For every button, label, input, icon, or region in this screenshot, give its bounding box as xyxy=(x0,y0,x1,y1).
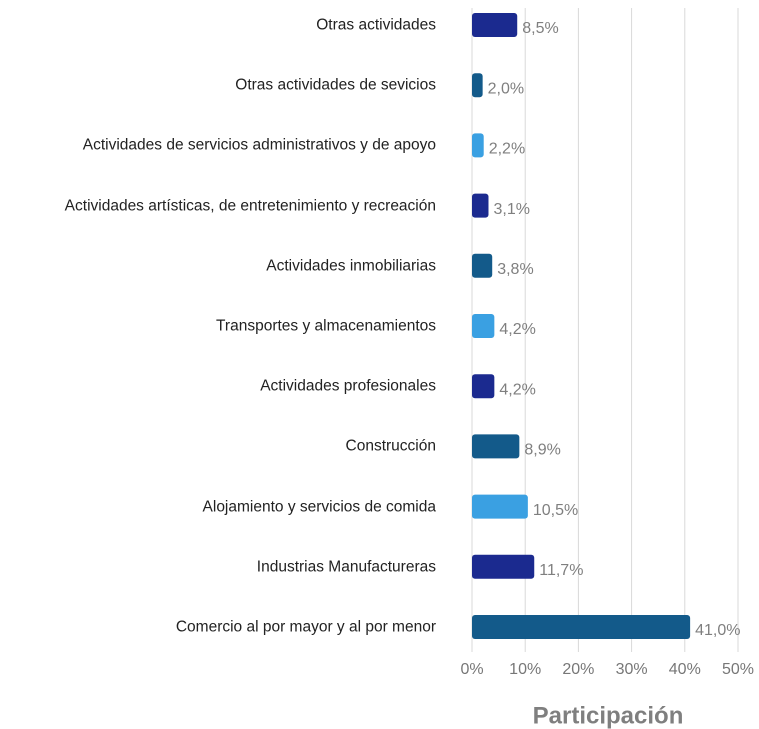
x-axis-label: Participación xyxy=(533,702,684,729)
x-tick-label: 0% xyxy=(460,661,483,678)
y-tick-label: Actividades artísticas, de entretenimien… xyxy=(64,197,436,215)
y-tick-label: Otras actividades de sevicios xyxy=(235,76,436,94)
x-tick-label: 20% xyxy=(562,661,594,678)
x-tick-label: 10% xyxy=(509,661,541,678)
data-label: 2,0% xyxy=(488,80,524,97)
bar xyxy=(472,434,520,459)
bar xyxy=(472,374,495,399)
data-label: 8,9% xyxy=(524,442,560,459)
data-label: 3,8% xyxy=(497,261,533,278)
bar xyxy=(472,554,535,579)
bar xyxy=(472,314,495,338)
y-tick-label: Alojamiento y servicios de comida xyxy=(202,498,436,516)
y-tick-label: Actividades de servicios administrativos… xyxy=(82,136,436,154)
data-label: 2,2% xyxy=(489,141,525,158)
x-tick-label: 30% xyxy=(616,661,648,678)
y-tick-label: Comercio al por mayor y al por menor xyxy=(175,618,436,636)
y-tick-label: Industrias Manufactureras xyxy=(256,558,436,576)
data-label: 11,7% xyxy=(539,562,583,579)
y-tick-label: Otras actividades xyxy=(316,16,436,34)
y-tick-label: Construcción xyxy=(345,437,436,455)
bar xyxy=(472,615,691,639)
x-tick-label: 40% xyxy=(669,661,701,678)
y-tick-label: Transportes y almacenamientos xyxy=(216,317,436,335)
data-label: 8,5% xyxy=(522,20,558,37)
x-tick-label: 50% xyxy=(722,661,754,678)
bar xyxy=(472,73,483,98)
bar xyxy=(472,494,528,519)
data-label: 41,0% xyxy=(695,622,740,639)
bar xyxy=(472,13,518,37)
bar xyxy=(472,133,484,158)
data-label: 10,5% xyxy=(533,502,578,519)
y-tick-label: Actividades profesionales xyxy=(260,377,436,395)
bar xyxy=(472,193,489,218)
data-label: 3,1% xyxy=(493,201,529,218)
bar xyxy=(472,253,493,278)
data-label: 4,2% xyxy=(499,381,535,398)
y-tick-label: Actividades inmobiliarias xyxy=(266,257,436,275)
data-label: 4,2% xyxy=(499,321,535,338)
